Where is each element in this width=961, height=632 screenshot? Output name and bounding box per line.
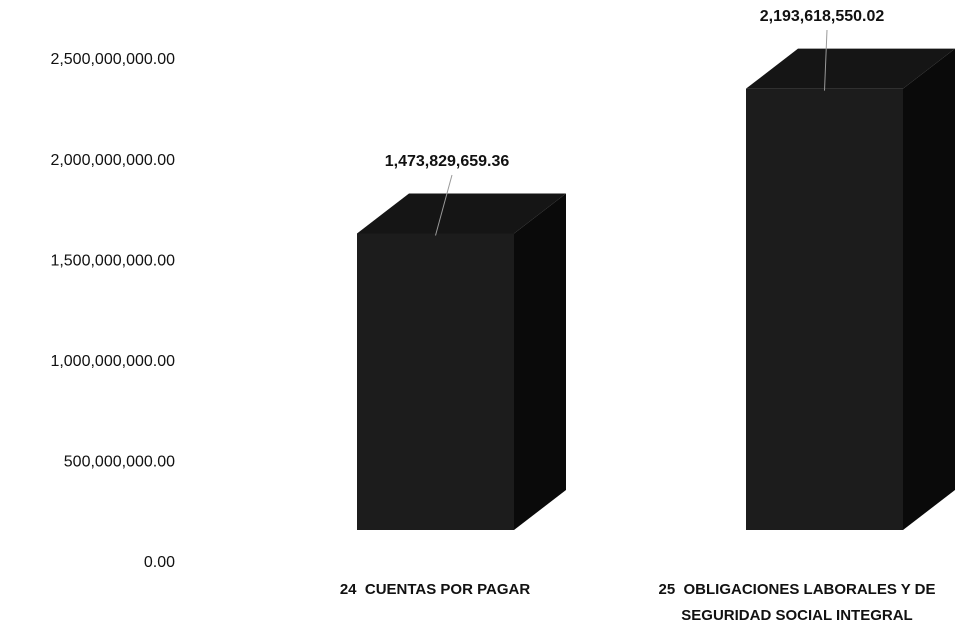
bar-side <box>903 48 955 530</box>
bar <box>746 88 903 530</box>
leader-line <box>824 29 828 91</box>
bar-top <box>357 193 566 234</box>
y-tick-label: 0.00 <box>144 554 175 571</box>
y-tick-label: 2,500,000,000.00 <box>50 51 175 68</box>
y-tick-label: 500,000,000.00 <box>64 454 175 471</box>
x-tick-label: 25 OBLIGACIONES LABORALES Y DE SEGURIDAD… <box>658 581 940 624</box>
bar <box>357 233 514 531</box>
y-tick-label: 1,000,000,000.00 <box>50 353 175 370</box>
y-tick-label: 2,000,000,000.00 <box>50 152 175 169</box>
bar-side <box>514 193 566 531</box>
bar-top <box>746 48 955 89</box>
value-label: 1,473,829,659.36 <box>385 153 510 170</box>
value-label: 2,193,618,550.02 <box>760 8 885 25</box>
leader-line <box>435 174 453 236</box>
x-tick-label: 24 CUENTAS POR PAGAR <box>339 581 531 598</box>
y-tick-label: 1,500,000,000.00 <box>50 252 175 269</box>
